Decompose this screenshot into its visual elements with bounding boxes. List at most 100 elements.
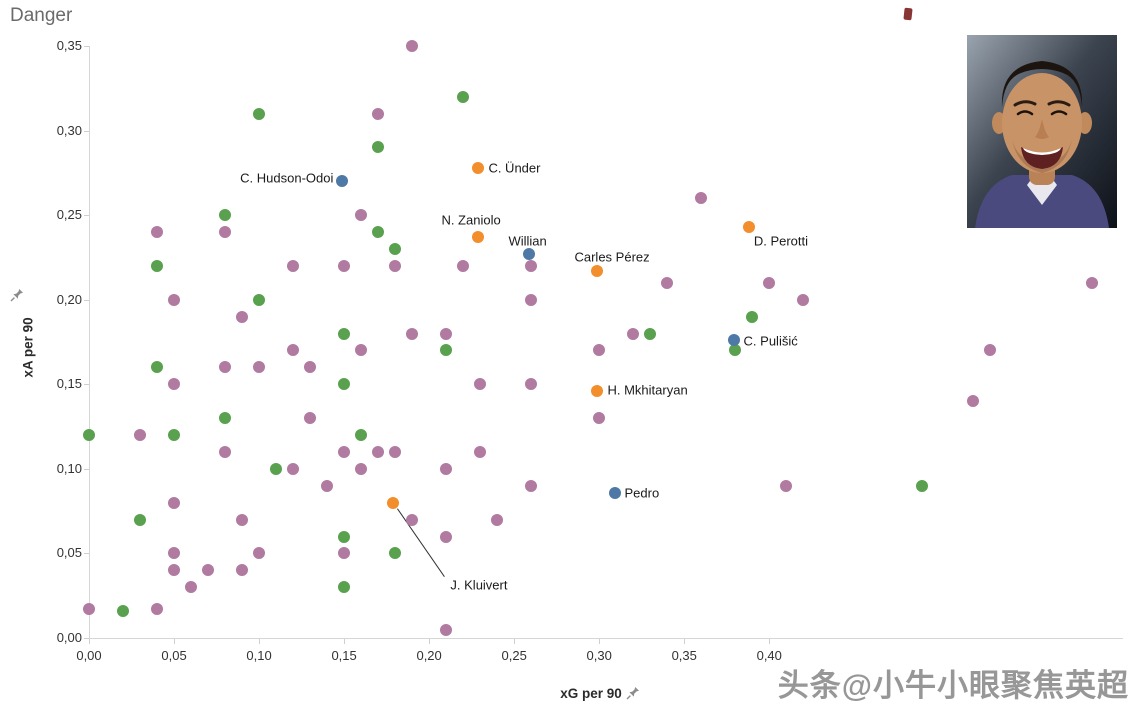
data-point-purple-players[interactable] [151,226,164,239]
data-point-purple-players[interactable] [168,496,181,509]
data-point-purple-players[interactable] [253,547,266,560]
data-point-purple-players[interactable] [236,310,249,323]
data-point-carles-p-rez[interactable] [591,264,604,277]
data-point-purple-players[interactable] [355,462,368,475]
data-point-green-players[interactable] [440,344,453,357]
data-point-green-players[interactable] [372,226,385,239]
data-point-green-players[interactable] [916,479,929,492]
data-point-green-players[interactable] [253,293,266,306]
data-point-purple-players[interactable] [321,479,334,492]
data-point-green-players[interactable] [644,327,657,340]
data-point-green-players[interactable] [117,604,129,617]
data-point-green-players[interactable] [168,429,181,442]
data-point-purple-players[interactable] [797,293,810,306]
data-point-purple-players[interactable] [984,344,997,357]
data-point-green-players[interactable] [389,242,402,255]
data-point-purple-players[interactable] [593,344,606,357]
data-point-n-zaniolo[interactable] [472,231,485,244]
data-point-purple-players[interactable] [440,327,453,340]
data-point-purple-players[interactable] [168,547,181,560]
data-point-c-nder[interactable] [472,161,485,174]
data-point-purple-players[interactable] [525,479,538,492]
data-point-c-hudson-odoi[interactable] [336,175,349,188]
data-point-purple-players[interactable] [1086,276,1099,289]
data-point-green-players[interactable] [355,429,368,442]
data-point-purple-players[interactable] [440,530,453,543]
data-point-green-players[interactable] [729,344,742,357]
data-point-purple-players[interactable] [151,603,164,616]
data-point-purple-players[interactable] [287,462,300,475]
data-point-green-players[interactable] [270,462,283,475]
data-point-purple-players[interactable] [185,581,198,594]
data-point-purple-players[interactable] [355,344,368,357]
data-point-purple-players[interactable] [389,259,402,272]
data-point-purple-players[interactable] [525,293,538,306]
x-axis-pin-icon[interactable] [626,686,640,700]
data-point-green-players[interactable] [83,429,95,442]
data-point-purple-players[interactable] [168,293,181,306]
y-axis-pin-icon[interactable] [10,288,24,302]
data-point-purple-players[interactable] [661,276,674,289]
data-point-green-players[interactable] [134,513,147,526]
data-point-purple-players[interactable] [338,547,351,560]
data-point-purple-players[interactable] [525,259,538,272]
data-point-purple-players[interactable] [253,361,266,374]
data-point-purple-players[interactable] [287,259,300,272]
data-point-purple-players[interactable] [304,412,317,425]
data-point-willian[interactable] [523,248,536,261]
data-point-green-players[interactable] [151,361,164,374]
data-point-purple-players[interactable] [372,107,385,120]
data-point-purple-players[interactable] [491,513,504,526]
data-point-d-perotti[interactable] [742,220,755,233]
data-point-j-kluivert[interactable] [387,496,400,509]
data-point-c-puli-i-[interactable] [727,334,740,347]
data-point-green-players[interactable] [338,581,351,594]
data-point-purple-players[interactable] [593,412,606,425]
data-point-purple-players[interactable] [236,513,249,526]
data-point-purple-players[interactable] [202,564,215,577]
data-point-purple-players[interactable] [236,564,249,577]
data-point-green-players[interactable] [338,327,351,340]
data-point-purple-players[interactable] [525,378,538,391]
data-point-green-players[interactable] [372,141,385,154]
data-point-green-players[interactable] [338,378,351,391]
data-point-purple-players[interactable] [695,192,708,205]
data-point-purple-players[interactable] [406,513,419,526]
data-point-green-players[interactable] [219,412,232,425]
data-point-green-players[interactable] [389,547,402,560]
data-point-purple-players[interactable] [338,259,351,272]
data-point-purple-players[interactable] [287,344,300,357]
data-point-purple-players[interactable] [219,226,232,239]
data-point-purple-players[interactable] [304,361,317,374]
data-point-green-players[interactable] [253,107,266,120]
data-point-green-players[interactable] [219,209,232,222]
data-point-purple-players[interactable] [372,445,385,458]
data-point-purple-players[interactable] [440,462,453,475]
data-point-purple-players[interactable] [763,276,776,289]
data-point-purple-players[interactable] [627,327,640,340]
data-point-purple-players[interactable] [389,445,402,458]
data-point-purple-players[interactable] [219,361,232,374]
data-point-purple-players[interactable] [440,623,453,636]
data-point-green-players[interactable] [457,90,470,103]
x-axis-line [89,638,1123,639]
data-point-purple-players[interactable] [406,40,419,52]
data-point-purple-players[interactable] [355,209,368,222]
data-point-h-mkhitaryan[interactable] [591,385,604,398]
data-point-green-players[interactable] [151,259,164,272]
data-point-purple-players[interactable] [83,603,95,616]
data-point-purple-players[interactable] [474,445,487,458]
data-point-green-players[interactable] [746,310,759,323]
data-point-purple-players[interactable] [780,479,793,492]
data-point-purple-players[interactable] [338,445,351,458]
data-point-purple-players[interactable] [474,378,487,391]
data-point-purple-players[interactable] [406,327,419,340]
data-point-purple-players[interactable] [457,259,470,272]
data-point-purple-players[interactable] [967,395,980,408]
data-point-purple-players[interactable] [219,445,232,458]
data-point-pedro[interactable] [608,486,621,499]
data-point-purple-players[interactable] [168,378,181,391]
data-point-purple-players[interactable] [134,429,147,442]
data-point-green-players[interactable] [338,530,351,543]
data-point-purple-players[interactable] [168,564,181,577]
